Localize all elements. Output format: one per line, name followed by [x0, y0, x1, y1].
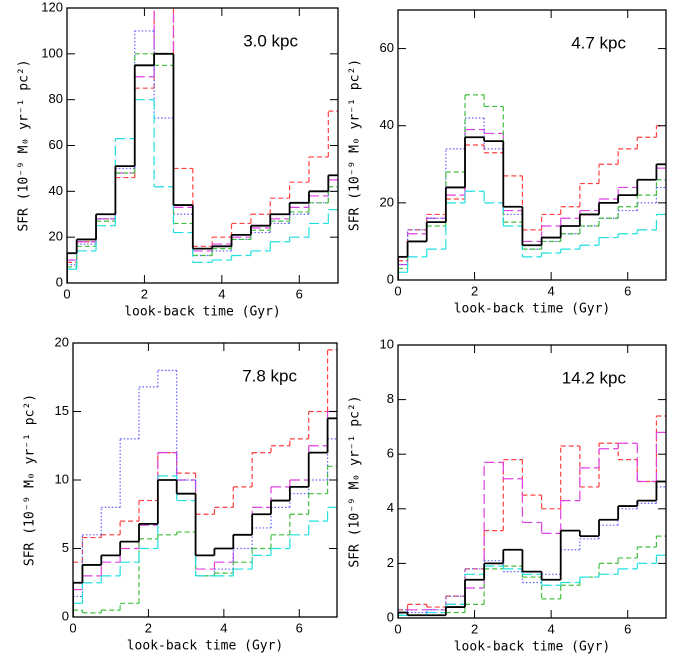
annotation: 4.7 kpc [571, 33, 626, 52]
x-tick-label: 6 [296, 286, 303, 301]
x-axis-label: look-back time (Gyr) [124, 305, 281, 320]
x-tick-label: 2 [471, 621, 478, 636]
y-tick-label: 80 [49, 91, 63, 106]
panel: 0 20 40 60 0 2 4 6 look-back time (Gyr) SFR (10⁻⁹… [348, 9, 667, 317]
x-tick-label: 0 [394, 621, 401, 636]
series [73, 349, 337, 617]
series [398, 480, 666, 618]
x-tick-label: 2 [471, 283, 478, 298]
frame [397, 9, 667, 281]
x-tick-label: 4 [548, 283, 555, 298]
series [398, 190, 666, 280]
frame [397, 344, 667, 619]
series [73, 465, 337, 617]
series [73, 475, 337, 617]
y-axis-label: SFR (10⁻⁹ M₀ yr⁻¹ pc²) [23, 394, 38, 566]
series [398, 554, 666, 618]
y-tick-label: 20 [55, 334, 69, 349]
panel: 0 5 10 15 20 0 2 4 6 look-back time (Gyr) SFR (10⁻… [23, 334, 338, 654]
panel: 0 20 40 60 80 100 120 0 2 4 6 look-back time (Gyr) S… [17, 0, 339, 320]
annotation: 14.2 kpc [562, 368, 627, 387]
y-tick-label: 6 [387, 446, 394, 461]
y-tick-label: 40 [380, 117, 394, 132]
x-tick-label: 6 [296, 620, 303, 635]
series [398, 535, 666, 618]
y-tick-label: 120 [41, 0, 63, 14]
plot-area [398, 94, 666, 280]
y-tick-label: 20 [380, 194, 394, 209]
x-tick-label: 0 [69, 620, 76, 635]
plot-area [67, 8, 338, 283]
x-axis-label: look-back time (Gyr) [127, 639, 284, 654]
y-tick-label: 0 [387, 271, 394, 286]
y-axis-label: SFR (10⁻⁹ M₀ yr⁻¹ pc²) [348, 395, 363, 567]
series [73, 369, 337, 617]
y-tick-label: 8 [387, 391, 394, 406]
x-tick-label: 4 [220, 620, 227, 635]
annotation: 7.8 kpc [242, 366, 297, 385]
y-tick-label: 60 [380, 40, 394, 55]
y-tick-label: 60 [49, 137, 63, 152]
panel: 0 2 4 6 8 10 0 2 4 6 look-back time (Gyr) SFR (10⁻⁹… [348, 336, 667, 655]
x-tick-label: 4 [218, 286, 225, 301]
y-tick-label: 20 [49, 229, 63, 244]
y-tick-label: 4 [387, 500, 394, 515]
y-axis-label: SFR (10⁻⁹ M₀ yr⁻¹ pc²) [17, 59, 32, 231]
y-tick-label: 2 [387, 555, 394, 570]
x-tick-label: 2 [141, 286, 148, 301]
x-tick-label: 6 [624, 621, 631, 636]
x-axis-label: look-back time (Gyr) [454, 640, 611, 655]
series [67, 52, 338, 283]
y-tick-label: 0 [387, 609, 394, 624]
series [398, 117, 666, 280]
y-tick-label: 0 [62, 608, 69, 623]
y-tick-label: 100 [41, 45, 63, 60]
series [73, 417, 337, 617]
x-tick-label: 2 [145, 620, 152, 635]
y-axis-label: SFR (10⁻⁹ M₀ yr⁻¹ pc²) [348, 59, 363, 231]
x-tick-label: 0 [394, 283, 401, 298]
series [67, 30, 338, 283]
plot-area [73, 349, 337, 617]
y-tick-label: 5 [62, 540, 69, 555]
y-tick-label: 15 [55, 403, 69, 418]
x-tick-label: 4 [548, 621, 555, 636]
x-tick-label: 0 [63, 286, 70, 301]
series [398, 136, 666, 280]
y-tick-label: 40 [49, 183, 63, 198]
annotation: 3.0 kpc [243, 31, 298, 50]
y-tick-label: 10 [380, 336, 394, 351]
x-axis-label: look-back time (Gyr) [454, 302, 611, 317]
y-tick-label: 10 [55, 471, 69, 486]
plot-area [398, 415, 666, 618]
x-tick-label: 6 [624, 283, 631, 298]
series [398, 415, 666, 618]
series [398, 431, 666, 618]
y-tick-label: 0 [56, 274, 63, 289]
